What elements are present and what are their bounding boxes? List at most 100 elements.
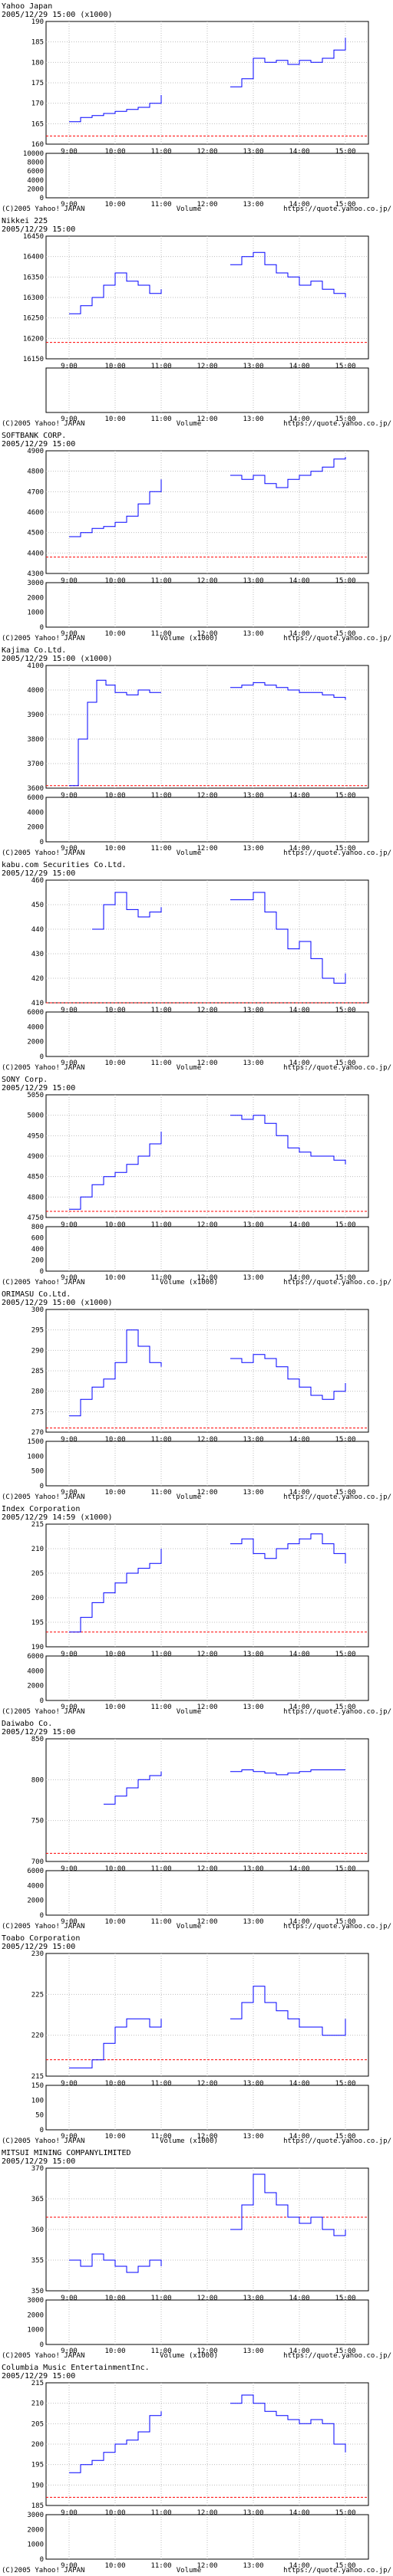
volume-tick-label: 150 [31, 2082, 44, 2090]
footer-source: https://quote.yahoo.co.jp/ [283, 635, 391, 642]
volume-time-label: 15:00 [335, 1060, 355, 1067]
time-tick-label: 14:00 [289, 1865, 309, 1873]
volume-plot-area [45, 1870, 369, 1916]
time-tick-label: 9:00 [61, 792, 78, 800]
volume-plot-area [45, 797, 369, 843]
footer-copyright: (C)2005 Yahoo! JAPAN [2, 2567, 84, 2574]
time-tick-label: 12:00 [196, 2080, 217, 2088]
time-tick-label: 11:00 [150, 363, 171, 370]
volume-time-label: 9:00 [61, 1704, 78, 1711]
price-tick-label: 460 [31, 877, 44, 885]
volume-tick-label: 0 [40, 195, 44, 202]
volume-time-label: 9:00 [61, 1060, 78, 1067]
volume-tick-label: 0 [40, 1268, 44, 1276]
price-line-am [69, 2018, 162, 2068]
price-tick-label: 205 [31, 2420, 44, 2428]
time-tick-label: 11:00 [150, 1436, 171, 1444]
volume-tick-label: 0 [40, 2341, 44, 2349]
time-tick-label: 11:00 [150, 1007, 171, 1014]
time-tick-label: 12:00 [196, 792, 217, 800]
volume-tick-label: 2000 [27, 186, 44, 193]
price-tick-label: 4400 [27, 550, 44, 557]
time-tick-label: 9:00 [61, 1221, 78, 1229]
footer-source: https://quote.yahoo.co.jp/ [283, 1064, 391, 1072]
volume-time-label: 12:00 [196, 416, 217, 423]
time-tick-label: 10:00 [104, 1007, 125, 1014]
price-line-am [92, 892, 162, 930]
time-tick-label: 10:00 [104, 792, 125, 800]
price-tick-label: 4800 [27, 1194, 44, 1201]
time-tick-label: 9:00 [61, 1865, 78, 1873]
volume-time-label: 13:00 [243, 2133, 263, 2141]
volume-tick-label: 2000 [27, 1683, 44, 1691]
time-tick-label: 14:00 [289, 2295, 309, 2302]
volume-time-label: 9:00 [61, 416, 78, 423]
price-tick-label: 750 [31, 1818, 44, 1825]
volume-time-label: 14:00 [289, 845, 309, 853]
volume-plot-area [45, 1441, 369, 1487]
time-tick-label: 15:00 [335, 1436, 355, 1444]
volume-label: Volume (x1000) [160, 1279, 218, 1286]
price-tick-label: 4500 [27, 530, 44, 537]
volume-plot-area [45, 1655, 369, 1701]
price-tick-label: 410 [31, 1000, 44, 1007]
price-tick-label: 205 [31, 1570, 44, 1578]
volume-time-label: 11:00 [150, 1489, 171, 1497]
volume-time-label: 14:00 [289, 1274, 309, 1282]
volume-tick-label: 0 [40, 839, 44, 846]
price-tick-label: 215 [31, 2380, 44, 2387]
time-tick-label: 12:00 [196, 1007, 217, 1014]
volume-time-label: 9:00 [61, 2133, 78, 2141]
time-tick-label: 14:00 [289, 1007, 309, 1014]
volume-time-label: 15:00 [335, 630, 355, 638]
volume-time-label: 14:00 [289, 1918, 309, 1926]
price-tick-label: 4850 [27, 1174, 44, 1181]
volume-label: Volume [177, 205, 202, 213]
price-line-pm [230, 1986, 346, 2036]
volume-tick-label: 600 [31, 1235, 44, 1243]
stock-chart-6: SONY Corp.2005/12/29 15:00 9:00 10:00 11:00… [2, 1076, 391, 1286]
chart-title: Index Corporation [2, 1505, 80, 1513]
time-tick-label: 15:00 [335, 577, 355, 585]
time-tick-label: 13:00 [243, 1651, 263, 1658]
price-tick-label: 370 [31, 2165, 44, 2173]
price-tick-label: 200 [31, 1595, 44, 1602]
volume-tick-label: 6000 [27, 1868, 44, 1875]
time-tick-label: 12:00 [196, 577, 217, 585]
volume-tick-label: 800 [31, 1224, 44, 1231]
price-tick-label: 285 [31, 1368, 44, 1375]
volume-tick-label: 10000 [23, 150, 44, 158]
volume-time-label: 14:00 [289, 416, 309, 423]
footer-copyright: (C)2005 Yahoo! JAPAN [2, 420, 84, 428]
volume-time-label: 14:00 [289, 1704, 309, 1711]
volume-time-label: 9:00 [61, 1274, 78, 1282]
volume-time-label: 12:00 [196, 2133, 217, 2141]
time-tick-label: 15:00 [335, 363, 355, 370]
time-tick-label: 10:00 [104, 2080, 125, 2088]
volume-time-label: 13:00 [243, 2348, 263, 2355]
volume-time-label: 13:00 [243, 1489, 263, 1497]
stock-chart-5: kabu.com Securities Co.Ltd.2005/12/29 15… [2, 861, 391, 1072]
volume-time-label: 11:00 [150, 1274, 171, 1282]
volume-tick-label: 0 [40, 2556, 44, 2564]
volume-time-label: 10:00 [104, 2348, 125, 2355]
price-line-am [104, 1771, 162, 1805]
price-line-pm [230, 682, 346, 700]
time-tick-label: 14:00 [289, 148, 309, 156]
volume-time-label: 15:00 [335, 1704, 355, 1711]
volume-tick-label: 500 [31, 1468, 44, 1476]
volume-time-label: 12:00 [196, 630, 217, 638]
time-tick-label: 12:00 [196, 1221, 217, 1229]
volume-time-label: 14:00 [289, 2562, 309, 2570]
price-tick-label: 280 [31, 1388, 44, 1396]
volume-plot-area [45, 2514, 369, 2560]
price-tick-label: 16350 [23, 274, 44, 281]
volume-time-label: 10:00 [104, 1918, 125, 1926]
price-tick-label: 420 [31, 975, 44, 983]
time-tick-label: 11:00 [150, 1651, 171, 1658]
price-line-am [69, 2253, 162, 2273]
time-tick-label: 15:00 [335, 1007, 355, 1014]
price-line-pm [230, 892, 346, 984]
time-tick-label: 11:00 [150, 148, 171, 156]
